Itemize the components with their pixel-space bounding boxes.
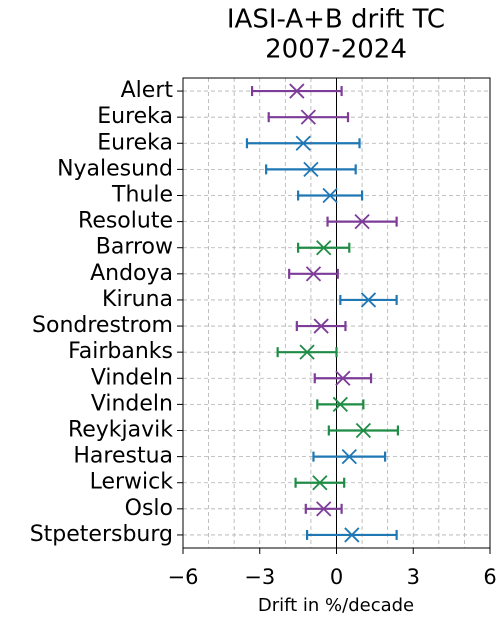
y-tick-label: Kiruna [102, 287, 173, 312]
x-tick-label: 0 [330, 565, 343, 589]
marker [312, 475, 328, 491]
marker [335, 370, 351, 386]
marker [303, 161, 319, 178]
x-tick-label: −3 [244, 565, 275, 589]
y-tick-label: Fairbanks [68, 339, 173, 364]
chart-title: 2007-2024 [265, 35, 407, 65]
marker [305, 266, 322, 282]
marker [354, 213, 370, 230]
marker [332, 396, 348, 413]
y-tick-label: Barrow [96, 235, 173, 260]
y-tick-label: Thule [111, 183, 173, 208]
x-tick-label: 6 [483, 565, 496, 589]
marker [295, 135, 311, 151]
marker [355, 422, 371, 439]
marker [322, 187, 338, 204]
y-tick-label: Eureka [97, 130, 173, 155]
marker [316, 240, 332, 256]
y-tick-label: Harestua [73, 444, 173, 469]
y-tick-label: Stpetersburg [30, 522, 173, 547]
x-tick-label: 3 [407, 565, 420, 589]
y-tick-label: Eureka [97, 104, 173, 129]
marker [344, 527, 360, 543]
y-tick-label: Sondrestrom [32, 313, 173, 338]
y-tick-label: Vindeln [91, 391, 173, 416]
y-tick-label: Nyalesund [57, 156, 173, 181]
x-axis-label: Drift in %/decade [258, 595, 414, 616]
y-tick-label: Alert [121, 78, 174, 103]
x-tick-label: −6 [168, 565, 199, 589]
marker [313, 318, 329, 334]
y-tick-label: Vindeln [91, 365, 173, 390]
y-tick-label: Reykjavik [68, 418, 173, 443]
marker [360, 292, 377, 308]
marker [299, 344, 315, 360]
y-tick-label: Andoya [90, 261, 173, 286]
marker [341, 448, 357, 465]
y-tick-label: Resolute [78, 209, 173, 234]
y-tick-label: Oslo [125, 496, 173, 521]
marker [316, 501, 332, 517]
marker [300, 109, 316, 125]
chart-title: IASI-A+B drift TC [227, 5, 445, 35]
marker [289, 83, 305, 99]
y-tick-label: Lerwick [90, 470, 174, 495]
